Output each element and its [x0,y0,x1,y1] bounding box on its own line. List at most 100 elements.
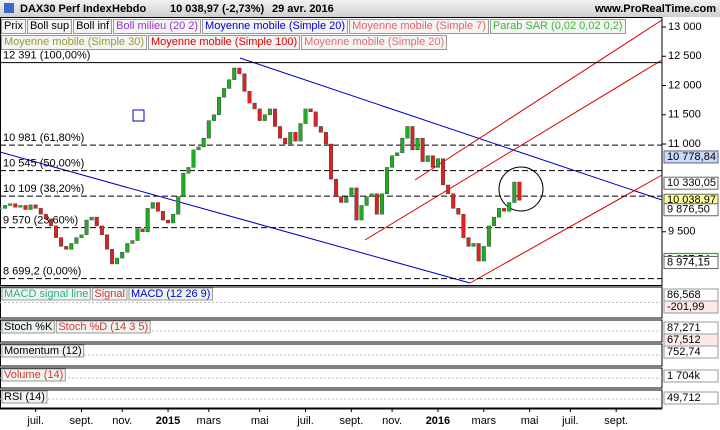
fib-label: 12 391 (100,00%) [3,50,90,62]
candle [232,67,237,80]
x-tick-label: mars [197,415,222,427]
indicator-button[interactable]: Boll milieu (20 2) [113,19,202,34]
candle [64,246,69,250]
candle [242,73,247,92]
candle [446,184,451,194]
indicator-button[interactable]: Moyenne mobile (Simple 30) [1,35,148,50]
candle [196,146,201,151]
panel-label-box [1,390,48,404]
fib-label: 10 981 (61,80%) [3,132,84,144]
price-tag [663,176,719,190]
candle [104,234,109,250]
indicator-button[interactable]: Moyenne mobile (Simple 20) [301,35,448,50]
candle [211,114,216,121]
candle [191,149,196,168]
trend-line [469,174,663,284]
candle [329,143,333,180]
candle [33,204,38,209]
candle [491,216,496,227]
candle [385,167,389,194]
y-tick-label: 9 500 [668,226,696,238]
panel [0,343,663,367]
panel-label: MACD (12 26 9) [131,288,210,300]
indicator-button[interactable]: Prix [1,19,26,34]
candle [512,181,517,203]
fib-label: 10 545 (50,00%) [3,158,84,170]
candle [135,228,140,241]
indicator-button[interactable]: Boll sup [26,19,73,34]
date: 29 avr. 2016 [272,3,334,15]
candle [435,158,440,168]
candle [476,243,481,262]
candle [115,257,120,265]
candle [186,167,191,174]
candle [379,193,384,215]
indicator-row: Moyenne mobile (Simple 30) Moyenne mobile… [1,35,448,50]
indicator-button[interactable]: Moyenne mobile (Simple 20) [202,19,349,34]
x-tick-label: juil. [26,415,44,427]
candle [94,216,99,227]
panel-label-box [1,320,55,334]
candle [369,193,374,197]
panel-tag [663,345,719,359]
candle [252,102,257,110]
panel [0,367,663,389]
indicator-button[interactable]: Moyenne mobile (Simple 7) [349,19,489,34]
panel-label-box [1,344,85,358]
candle [456,208,461,215]
y-tick-label: 11 000 [668,138,701,150]
candle [323,132,328,145]
panel-tag-label: 752,74 [667,346,701,358]
x-tick-label: sept. [604,415,628,427]
candle [237,67,242,75]
candle [206,120,211,139]
panel-tag-label: 67,512 [667,334,701,346]
panel-tag [663,300,719,314]
candle [247,91,252,104]
candle [181,173,186,197]
panel-label-box [55,320,151,334]
candle [339,196,344,203]
indicator-button[interactable]: Moyenne mobile (Simple 100) [148,35,301,50]
price-tag [663,256,719,270]
candle [171,214,176,224]
icon [4,3,14,13]
candle [517,181,522,201]
panel-label: Volume (14) [4,369,63,381]
panel-label: Stoch %D (14 3 5) [58,321,148,333]
candle [18,205,23,208]
candle [283,137,288,145]
candle [145,208,150,232]
candle [451,193,456,209]
price-tag-label: 10 038,97 [667,194,716,206]
candle [267,108,272,115]
candle [176,196,181,215]
x-tick-label: 2015 [156,415,180,427]
candle [0,207,2,210]
panel [0,389,663,409]
candle [430,155,435,168]
panel-tag-label: 86,568 [667,289,701,301]
candle [318,126,323,133]
candle [216,97,221,115]
indicator-button[interactable]: Parab SAR (0,02 0,02 0,2) [489,19,626,34]
candle [3,205,8,209]
fib-label: 8 699,2 (0,00%) [3,266,81,278]
candle [23,205,28,210]
candle [420,137,425,162]
candle [390,155,395,168]
y-tick-label: 13 000 [668,21,702,33]
indicator-button[interactable]: Boll inf [73,19,113,34]
trend-line [0,151,471,284]
candle [125,243,130,253]
candle [497,208,502,218]
x-tick-label: sept. [70,415,94,427]
trend-line [364,59,663,241]
y-tick-label: 12 500 [668,50,702,62]
x-tick-label: mai [251,415,269,427]
candle [374,193,379,215]
panel-tag [663,391,719,405]
trend-line [414,19,663,181]
candle [120,252,125,259]
